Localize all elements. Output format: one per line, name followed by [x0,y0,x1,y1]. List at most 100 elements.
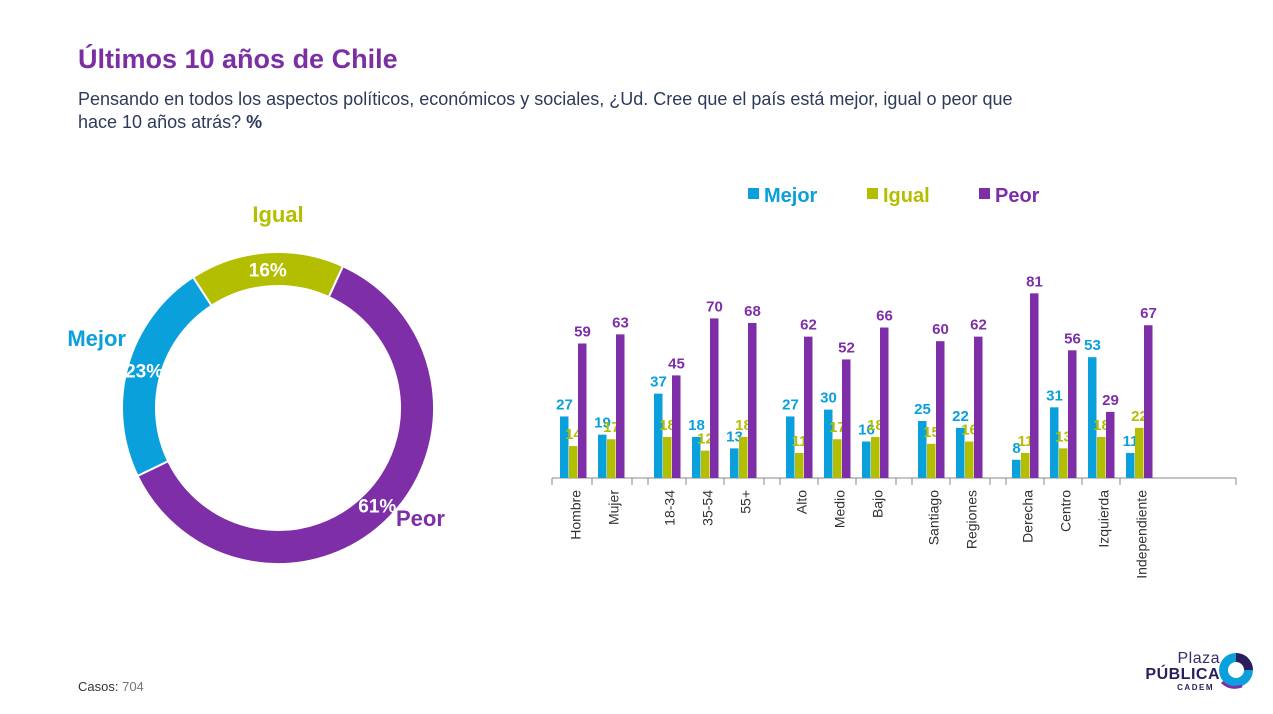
bar-igual [927,443,936,478]
bar-value-label: 12 [697,431,714,448]
bar-value-label: 25 [914,401,931,418]
bar-igual [701,450,710,478]
sample-size-label: Casos [78,679,115,694]
bar-mejor [1012,459,1021,478]
bar-peor [974,336,983,478]
bar-value-label: 29 [1102,392,1119,409]
bar-igual [569,446,578,478]
x-tick-label: Bajo [870,490,886,518]
bar-value-label: 30 [820,390,837,407]
bar-mejor [956,427,965,478]
legend-swatch [979,188,990,199]
bar-value-label: 62 [800,317,817,334]
page-title: Últimos 10 años de Chile [78,44,398,74]
donut-slice-mejor [121,275,213,478]
bar-mejor [918,421,927,478]
bar-igual [833,439,842,478]
sample-size: Casos: 704 [78,679,144,694]
x-tick-label: Hombre [568,490,584,540]
donut-value-label: 16% [249,260,287,281]
sample-size-value: 704 [122,679,144,694]
legend-swatch [867,188,878,199]
bar-peor [710,318,719,478]
bar-value-label: 37 [650,374,667,391]
bar-value-label: 15 [923,424,940,441]
bar-igual [607,439,616,478]
bar-mejor [1050,407,1059,478]
bar-peor [616,334,625,478]
x-tick-label: Derecha [1020,490,1036,543]
bar-igual [795,452,804,478]
bar-mejor [1088,357,1097,478]
bar-peor [880,327,889,478]
bar-peor [1106,411,1115,478]
donut-category-label: Igual [252,202,303,227]
bar-mejor [1126,452,1135,478]
x-tick-label: Mujer [606,490,622,525]
bar-value-label: 18 [735,417,752,434]
bar-igual [1097,436,1106,478]
x-tick-label: Medio [832,490,848,528]
bar-value-label: 17 [603,419,620,436]
bar-peor [804,336,813,478]
bar-mejor [824,409,833,478]
bar-mejor [560,416,569,478]
bar-igual [1135,427,1144,478]
legend-label-mejor: Mejor [764,185,818,207]
bar-igual [1021,452,1030,478]
bar-igual [871,436,880,478]
bar-value-label: 18 [688,417,705,434]
question-body: Pensando en todos los aspectos políticos… [78,89,1013,132]
bar-mejor [654,393,663,478]
bar-peor [1068,350,1077,478]
bar-igual [739,436,748,478]
bar-value-label: 63 [612,314,629,331]
question-unit: % [246,112,263,132]
bar-value-label: 56 [1064,330,1081,347]
legend-label-igual: Igual [883,185,930,207]
x-tick-label: 55+ [738,490,754,514]
bar-peor [1144,325,1153,478]
logo-mark-icon [1219,653,1253,689]
bar-value-label: 31 [1046,387,1063,404]
bar-mejor [598,434,607,478]
bar-value-label: 53 [1084,337,1101,354]
bar-value-label: 19 [594,415,611,432]
bar-value-label: 22 [1131,408,1148,425]
bar-peor [672,375,681,478]
bar-value-label: 16 [961,422,978,439]
bar-value-label: 22 [952,408,969,425]
bar-peor [578,343,587,478]
bar-value-label: 52 [838,339,855,356]
bar-value-label: 18 [1093,417,1110,434]
donut-slice-peor [136,264,435,565]
x-tick-label: Independiente [1134,490,1150,579]
bar-value-label: 45 [668,355,685,372]
x-tick-label: 35-54 [700,490,716,526]
bar-value-label: 17 [829,419,846,436]
bar-value-label: 67 [1140,305,1157,322]
bar-peor [936,341,945,478]
bar-peor [842,359,851,478]
bar-value-label: 60 [932,321,949,338]
donut-category-label: Mejor [67,326,126,351]
bar-peor [1030,293,1039,478]
bar-value-label: 70 [706,298,723,315]
bar-value-label: 18 [867,417,884,434]
donut-value-label: 61% [358,496,396,517]
bar-value-label: 13 [726,428,743,445]
bar-mejor [862,441,871,478]
bar-igual [663,436,672,478]
x-tick-label: Regiones [964,490,980,549]
bar-value-label: 8 [1012,440,1020,457]
bar-value-label: 11 [1018,433,1034,450]
x-tick-label: Alto [794,490,810,514]
donut-category-label: Peor [396,506,445,531]
bar-value-label: 59 [574,323,591,340]
bar-value-label: 27 [556,396,573,413]
x-tick-label: Centro [1058,490,1074,532]
donut-value-label: 23% [125,362,163,383]
plaza-publica-logo: Plaza PÚBLICA CADEM [1120,648,1260,698]
bar-value-label: 27 [782,396,799,413]
x-tick-label: Izquierda [1096,490,1112,548]
